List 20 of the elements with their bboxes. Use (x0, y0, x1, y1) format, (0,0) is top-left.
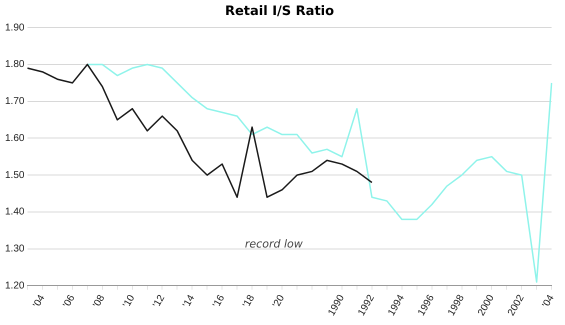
y-tick-label: 1.20 (4, 280, 25, 292)
y-tick-label: 1.60 (4, 132, 25, 144)
y-tick-label: 1.30 (4, 244, 25, 255)
x-tick-label: '18 (241, 292, 258, 310)
annotation: record low (244, 237, 303, 250)
y-tick-label: 1.80 (4, 59, 25, 70)
x-tick-label: '04 (31, 292, 48, 310)
y-tick-label: 1.40 (4, 206, 25, 218)
x-tick-label: '08 (91, 292, 108, 310)
x-tick-label: '04 (540, 292, 557, 310)
y-tick-label: 1.90 (4, 22, 25, 34)
x-tick-label: '16 (211, 292, 228, 310)
x-tick-label: '14 (181, 292, 198, 310)
y-tick-label: 1.50 (4, 170, 25, 181)
y-tick-label: 1.70 (4, 96, 25, 108)
chart-title: Retail I/S Ratio (224, 4, 334, 20)
x-tick-label: '06 (61, 292, 78, 310)
x-tick-label: '20 (270, 292, 288, 310)
x-tick-label: '10 (121, 292, 138, 310)
x-tick-label: '12 (151, 292, 168, 310)
